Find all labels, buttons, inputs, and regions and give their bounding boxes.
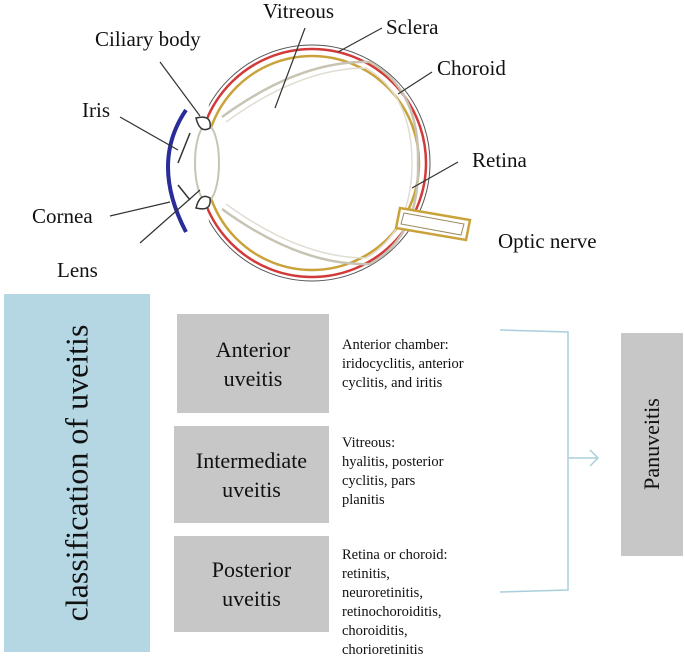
label-cornea: Cornea (32, 204, 93, 228)
retina-line (221, 60, 420, 266)
leader-retina (411, 161, 459, 189)
leader-choroid (397, 71, 433, 95)
label-choroid: Choroid (437, 56, 506, 80)
label-lens: Lens (57, 258, 98, 282)
label-vitreous: Vitreous (263, 0, 334, 23)
posterior-uveitis-box: Posterior uveitis (174, 536, 329, 632)
leader-vitreous (274, 27, 306, 109)
retina-line-inner (225, 67, 413, 259)
optic-nerve-shape (394, 206, 472, 242)
label-ciliary-body: Ciliary body (95, 27, 201, 51)
anterior-uveitis-box: Anterior uveitis (177, 314, 329, 413)
optic-nerve-inner (400, 212, 465, 236)
label-optic-nerve: Optic nerve (498, 229, 597, 253)
lens-shape (194, 124, 220, 202)
classification-title: classification of uveitis (58, 324, 95, 622)
leader-iris (119, 116, 179, 151)
ciliary-body-bottom (195, 195, 211, 210)
label-iris: Iris (82, 98, 110, 122)
intermediate-uveitis-label: Intermediate uveitis (195, 447, 308, 502)
leader-lens (139, 189, 201, 244)
intermediate-uveitis-description: Vitreous: hyalitis, posterior cyclitis, … (342, 435, 444, 508)
anterior-uveitis-description: Anterior chamber: iridocyclitis, anterio… (342, 337, 464, 391)
label-retina: Retina (472, 148, 527, 172)
bracket-line (499, 329, 569, 593)
arrow-head (589, 449, 600, 467)
label-sclera: Sclera (386, 15, 439, 39)
intermediate-uveitis-box: Intermediate uveitis (174, 426, 329, 523)
panuveitis-label: Panuveitis (639, 398, 664, 490)
eye-anatomy-diagram: Vitreous Sclera Ciliary body Choroid Iri… (32, 0, 597, 282)
classification-panel (4, 294, 150, 652)
iris-upper (177, 132, 191, 164)
panuveitis-box (621, 333, 683, 556)
anterior-uveitis-label: Anterior uveitis (215, 336, 291, 391)
posterior-uveitis-label: Posterior uveitis (211, 557, 292, 611)
sclera-ring (196, 47, 428, 279)
leader-sclera (337, 27, 383, 53)
posterior-uveitis-description: Retina or choroid: retinitis, neuroretin… (342, 547, 448, 658)
ciliary-body-top (195, 116, 211, 131)
iris-lower (177, 184, 191, 201)
bracket-arrow (499, 329, 600, 593)
cornea-shape (166, 108, 188, 233)
leader-cornea (109, 201, 171, 217)
choroid-ring (203, 54, 421, 272)
leader-ciliary (159, 61, 201, 117)
